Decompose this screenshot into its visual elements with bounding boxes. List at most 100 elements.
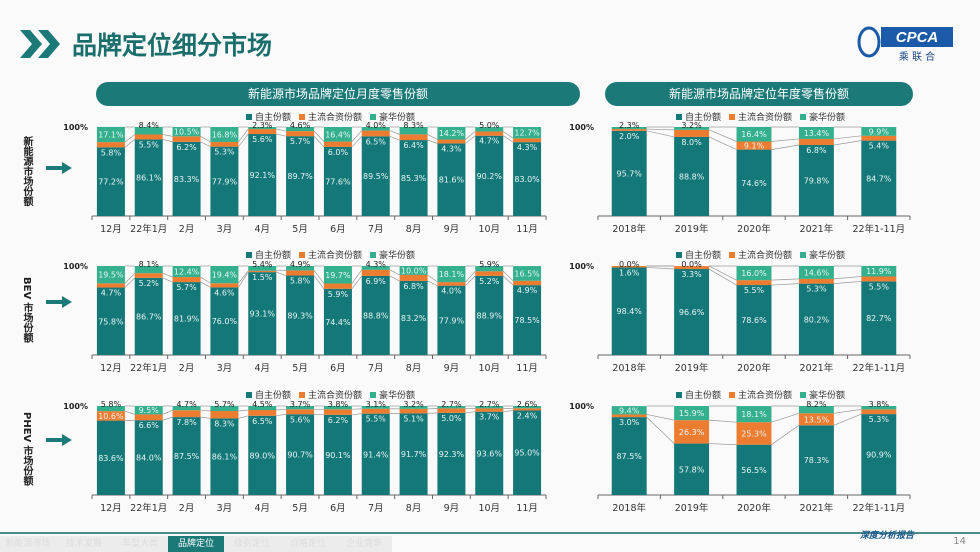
bar-segment-luxury xyxy=(475,406,504,409)
cpca-logo: CPCA 乘 联 合 xyxy=(857,26,953,63)
x-tick-label: 2020年 xyxy=(737,502,771,514)
x-tick-label: 2月 xyxy=(179,363,195,374)
connector-line xyxy=(351,413,362,416)
nav-item[interactable]: 企业竞争 xyxy=(336,536,392,552)
bar-segment-jv xyxy=(286,131,315,137)
data-label: 5.3% xyxy=(214,148,235,157)
data-label: 2.0% xyxy=(619,132,640,141)
x-tick-label: 3月 xyxy=(217,224,233,235)
bar-segment-luxury xyxy=(286,266,315,271)
data-label: 13.5% xyxy=(804,415,830,424)
connector-line xyxy=(276,133,287,137)
legend-swatch xyxy=(370,252,377,258)
bar-segment-jv xyxy=(513,280,542,286)
data-label: 8.4% xyxy=(139,121,160,130)
data-label: 3.7% xyxy=(290,400,311,409)
legend-swatch xyxy=(676,392,682,398)
connector-line xyxy=(200,141,211,147)
connector-line xyxy=(708,268,737,286)
nav-item-active[interactable]: 品牌定位 xyxy=(168,536,224,552)
bar-segment-jv xyxy=(134,134,163,140)
row-label-phev: PHEV 市场份额 xyxy=(21,412,32,486)
legend-label: 主流合资份额 xyxy=(738,113,793,123)
legend-label: 自主份额 xyxy=(255,391,292,401)
data-label: 74.6% xyxy=(741,179,767,188)
legend-label: 自主份额 xyxy=(685,391,722,401)
bar-segment-luxury xyxy=(248,127,277,130)
bar-segment-domestic xyxy=(674,443,710,495)
data-label: 12.4% xyxy=(174,268,200,277)
bar-segment-domestic xyxy=(437,412,466,495)
x-tick-label: 11月 xyxy=(516,363,538,374)
data-label: 19.5% xyxy=(98,271,124,280)
svg-text:乘 联 合: 乘 联 合 xyxy=(899,50,935,63)
bar-segment-domestic xyxy=(172,282,201,355)
bar-segment-jv xyxy=(134,414,163,421)
connector-line xyxy=(708,129,737,142)
nav-item[interactable]: 车型大类 xyxy=(112,536,168,552)
bar-segment-domestic xyxy=(361,275,390,355)
data-label: 5.5% xyxy=(744,286,765,295)
bar-segment-luxury xyxy=(210,127,239,142)
connector-line xyxy=(200,409,211,412)
data-label: 4.3% xyxy=(517,143,538,152)
bar-segment-luxury xyxy=(361,266,390,270)
nav-item[interactable]: 价格定位 xyxy=(280,536,336,552)
bar-segment-jv xyxy=(475,131,504,136)
data-label: 77.9% xyxy=(212,177,238,186)
data-label: 80.2% xyxy=(804,315,830,324)
connector-line xyxy=(646,267,675,270)
bar-segment-luxury xyxy=(861,265,897,277)
data-label: 88.8% xyxy=(679,172,705,181)
data-label: 8.3% xyxy=(214,419,235,428)
arrow-right-icon xyxy=(46,434,72,446)
nav-item[interactable]: 级别定位 xyxy=(224,536,280,552)
bar-segment-jv xyxy=(172,277,201,283)
connector-line xyxy=(238,270,249,284)
data-label: 2.7% xyxy=(479,400,500,409)
legend-swatch xyxy=(299,392,306,398)
x-tick-label: 7月 xyxy=(368,503,384,514)
data-label: 4.6% xyxy=(290,121,311,130)
x-tick-label: 11月 xyxy=(516,503,538,514)
data-label: 6.8% xyxy=(403,282,424,291)
data-label: 6.2% xyxy=(328,416,349,425)
x-tick-label: 9月 xyxy=(444,503,460,514)
bar-segment-luxury xyxy=(798,265,834,279)
data-label: 5.2% xyxy=(479,277,500,286)
x-tick-label: 2021年 xyxy=(800,223,834,235)
double-chevron-icon xyxy=(20,30,60,58)
data-label: 96.6% xyxy=(679,308,705,317)
data-label: 84.0% xyxy=(136,454,162,463)
arrow-right-icon xyxy=(46,296,72,308)
legend-swatch xyxy=(246,114,252,120)
legend-swatch xyxy=(729,392,736,398)
bar-segment-luxury xyxy=(172,127,201,137)
data-label: 4.7% xyxy=(176,400,197,409)
data-label: 75.8% xyxy=(98,317,124,326)
data-label: 5.2% xyxy=(139,279,160,288)
bar-segment-luxury xyxy=(437,126,466,140)
data-label: 17.1% xyxy=(98,131,124,140)
nav-item[interactable]: 技术发展 xyxy=(56,536,112,552)
bar-segment-jv xyxy=(323,283,352,289)
legend-swatch xyxy=(370,114,377,120)
connector-line xyxy=(238,128,249,143)
legend: 自主份额 主流合资份额 豪华份额 xyxy=(668,248,845,261)
bar-segment-luxury xyxy=(861,406,897,410)
yearly-panel-title: 新能源市场品牌定位年度零售份额 xyxy=(605,82,913,106)
bar-segment-jv xyxy=(399,274,428,281)
connector-line xyxy=(708,136,737,150)
x-tick-label: 22年1月 xyxy=(130,223,167,235)
data-label: 5.7% xyxy=(290,137,311,146)
data-label: 83.0% xyxy=(514,175,540,184)
bar-segment-domestic xyxy=(475,275,504,355)
bar-segment-domestic xyxy=(399,140,428,216)
nav-item[interactable]: 新能源市场 xyxy=(0,536,56,552)
legend-label: 主流合资份额 xyxy=(308,251,363,261)
section-nav: 新能源市场 技术发展 车型大类 品牌定位 级别定位 价格定位 企业竞争 xyxy=(0,536,392,552)
data-label: 76.0% xyxy=(212,317,238,326)
data-label: 4.9% xyxy=(290,260,311,269)
data-label: 85.3% xyxy=(401,174,427,183)
x-tick-label: 4月 xyxy=(254,503,270,514)
